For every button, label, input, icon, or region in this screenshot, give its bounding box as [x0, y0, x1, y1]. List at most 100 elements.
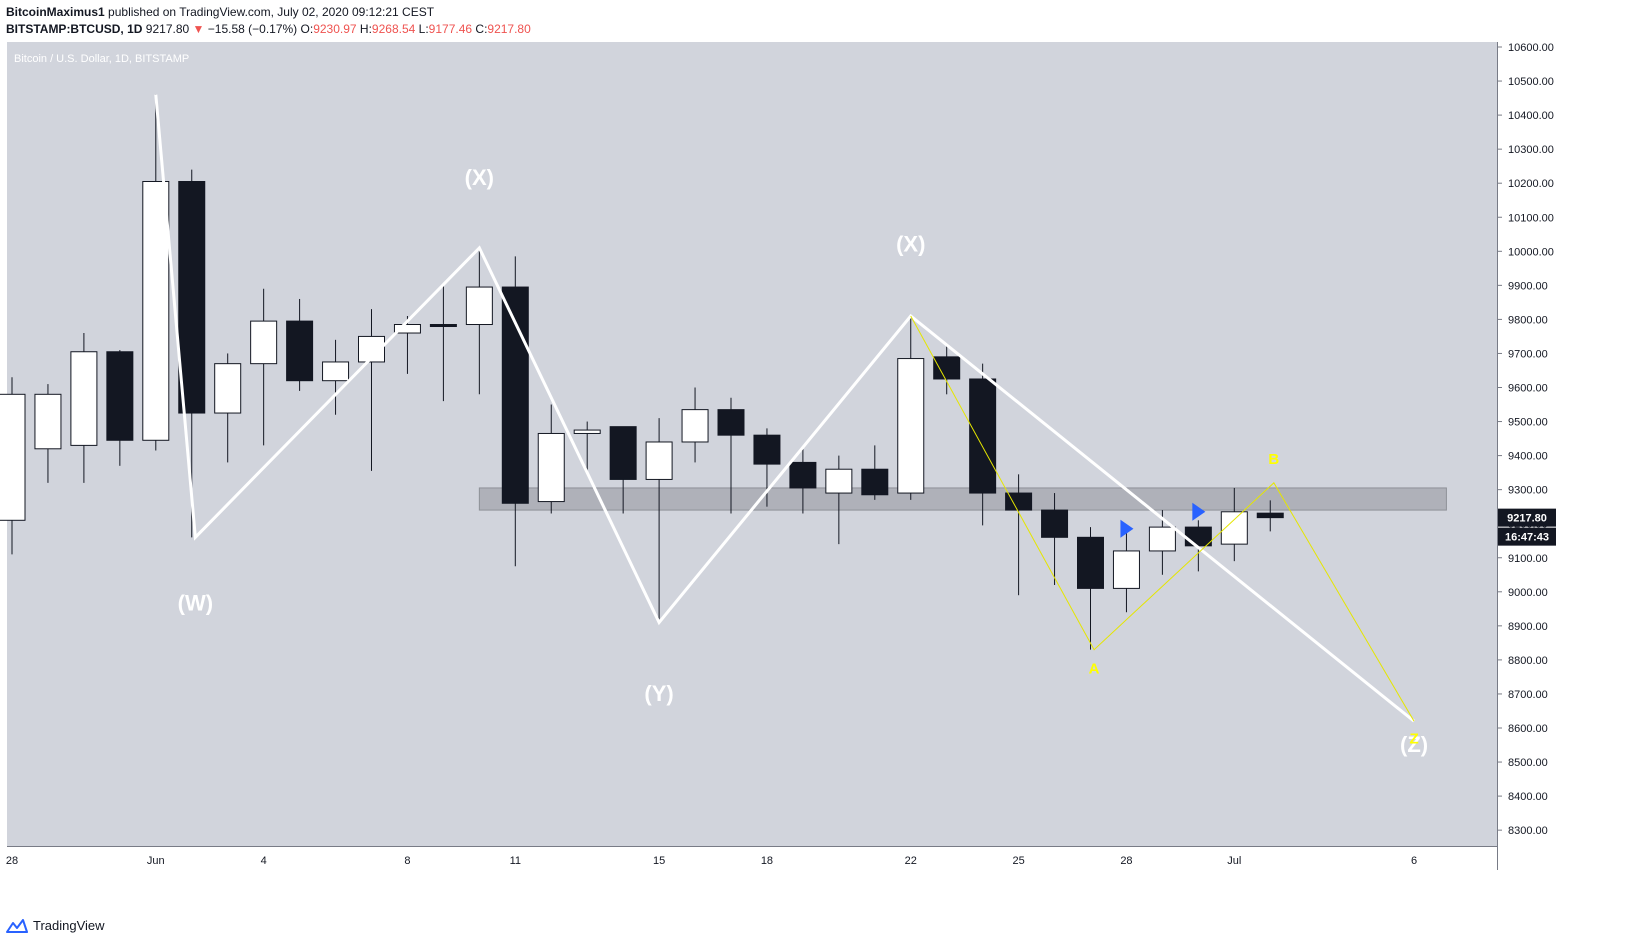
price-scale[interactable]	[1497, 42, 1567, 846]
y-tick-label: 8400.00	[1508, 791, 1548, 803]
y-tick-label: 10100.00	[1508, 212, 1554, 224]
candle-bear[interactable]	[717, 409, 745, 436]
candle-bull[interactable]	[0, 393, 26, 521]
candle-bear[interactable]	[861, 468, 889, 496]
resistance-zone[interactable]	[478, 487, 1447, 511]
ohlc-legend: BITSTAMP:BTCUSD, 1D 9217.80 ▼ −15.58 (−0…	[6, 22, 531, 36]
candle-bear[interactable]	[178, 180, 206, 414]
low-label: L:	[418, 22, 429, 36]
candle-bear[interactable]	[609, 426, 637, 480]
candle-bear[interactable]	[106, 351, 134, 441]
price-change: −15.58 (−0.17%)	[207, 22, 298, 36]
candle-bear[interactable]	[429, 324, 457, 328]
last-price-tag[interactable]	[1498, 508, 1556, 527]
y-tick-label: 8700.00	[1508, 689, 1548, 701]
brand-text: TradingView	[33, 918, 105, 933]
candle-bear[interactable]	[1184, 526, 1212, 547]
published-text: published on TradingView.com, July 02, 2…	[108, 5, 435, 19]
candle-bull[interactable]	[322, 361, 350, 382]
arrow-right-icon[interactable]	[1120, 519, 1134, 538]
author-name[interactable]: BitcoinMaximus1	[6, 5, 105, 19]
wave-line-yellow[interactable]	[910, 315, 1415, 722]
y-tick-label: 8500.00	[1508, 757, 1548, 769]
y-tick-label: 8800.00	[1508, 655, 1548, 667]
candle-bear[interactable]	[789, 461, 817, 489]
candle-bull[interactable]	[681, 409, 709, 443]
time-scale[interactable]	[7, 846, 1497, 870]
candle-bear[interactable]	[1256, 512, 1284, 519]
candle-bear[interactable]	[753, 434, 781, 465]
y-tick-label: 10400.00	[1508, 110, 1554, 122]
publish-info: BitcoinMaximus1 published on TradingView…	[6, 5, 434, 19]
candle-bull[interactable]	[897, 358, 925, 494]
x-tick-label: 28	[6, 855, 18, 867]
y-tick-label: 10000.00	[1508, 246, 1554, 258]
chart-title: Bitcoin / U.S. Dollar, 1D, BITSTAMP	[14, 53, 189, 65]
wave-sublabel: A	[1089, 661, 1100, 678]
low-value: 9177.46	[428, 22, 473, 36]
y-tick-label: 8300.00	[1508, 825, 1548, 837]
last-price: 9217.80	[145, 22, 190, 36]
change-down-icon: ▼	[192, 22, 205, 36]
arrow-right-icon[interactable]	[1192, 502, 1206, 521]
y-tick-label: 9300.00	[1508, 485, 1548, 497]
y-tick-label: 9400.00	[1508, 451, 1548, 463]
y-tick-label: 10600.00	[1508, 42, 1554, 54]
x-tick-label: Jul	[1227, 855, 1241, 867]
x-tick-label: 15	[653, 855, 665, 867]
candle-bull[interactable]	[645, 441, 673, 480]
wave-sublabel: Z	[1409, 730, 1418, 747]
wave-label: (Z)	[1400, 732, 1428, 757]
high-label: H:	[359, 22, 372, 36]
y-tick-label: 9000.00	[1508, 587, 1548, 599]
tradingview-brand[interactable]: TradingView	[6, 918, 105, 933]
close-value: 9217.80	[487, 22, 531, 36]
candle-bear[interactable]	[1005, 492, 1033, 511]
candle-bear[interactable]	[1077, 536, 1104, 589]
y-tick-label: 8900.00	[1508, 621, 1548, 633]
candle-bull[interactable]	[70, 351, 98, 446]
close-label: C:	[475, 22, 488, 36]
candle-bull[interactable]	[465, 286, 493, 326]
candle-bull[interactable]	[214, 363, 242, 414]
open-label: O:	[300, 22, 314, 36]
symbol-label: BITSTAMP:BTCUSD, 1D	[6, 22, 143, 36]
wave-line-white[interactable]	[154, 94, 1415, 723]
candle-bear[interactable]	[1041, 509, 1069, 538]
candle-bear[interactable]	[286, 320, 314, 382]
x-tick-label: Jun	[147, 855, 165, 867]
y-tick-label: 10200.00	[1508, 178, 1554, 190]
candle-bull[interactable]	[250, 320, 278, 365]
candle-bull[interactable]	[825, 468, 853, 494]
candle-bull[interactable]	[1112, 550, 1140, 589]
y-tick-label: 10500.00	[1508, 76, 1554, 88]
wave-label: (X)	[896, 231, 925, 256]
x-tick-label: 6	[1411, 855, 1417, 867]
x-tick-label: 22	[905, 855, 917, 867]
last-price-label: 9217.80	[1507, 513, 1547, 525]
open-value: 9230.97	[313, 22, 357, 36]
candle-bear[interactable]	[933, 356, 961, 380]
high-value: 9268.54	[371, 22, 416, 36]
y-tick-label: 9100.00	[1508, 553, 1548, 565]
y-tick-label: 8600.00	[1508, 723, 1548, 735]
candle-bull[interactable]	[393, 324, 421, 334]
x-tick-label: 28	[1120, 855, 1132, 867]
y-tick-label: 10300.00	[1508, 144, 1554, 156]
candle-bull[interactable]	[537, 432, 565, 503]
y-tick-label: 9800.00	[1508, 314, 1548, 326]
y-tick-label: 9700.00	[1508, 348, 1548, 360]
candle-bull[interactable]	[1148, 526, 1176, 552]
y-tick-label: 9600.00	[1508, 383, 1548, 395]
countdown-label: 16:47:43	[1505, 532, 1549, 544]
candle-bull[interactable]	[142, 180, 170, 441]
countdown-tag	[1498, 527, 1556, 546]
candle-bear[interactable]	[969, 378, 997, 494]
chart-pane[interactable]	[7, 42, 1497, 846]
x-tick-label: 4	[261, 855, 267, 867]
tradingview-logo-icon	[6, 918, 28, 933]
x-tick-label: 25	[1012, 855, 1024, 867]
candle-bull[interactable]	[573, 429, 601, 434]
candle-bull[interactable]	[34, 393, 62, 450]
